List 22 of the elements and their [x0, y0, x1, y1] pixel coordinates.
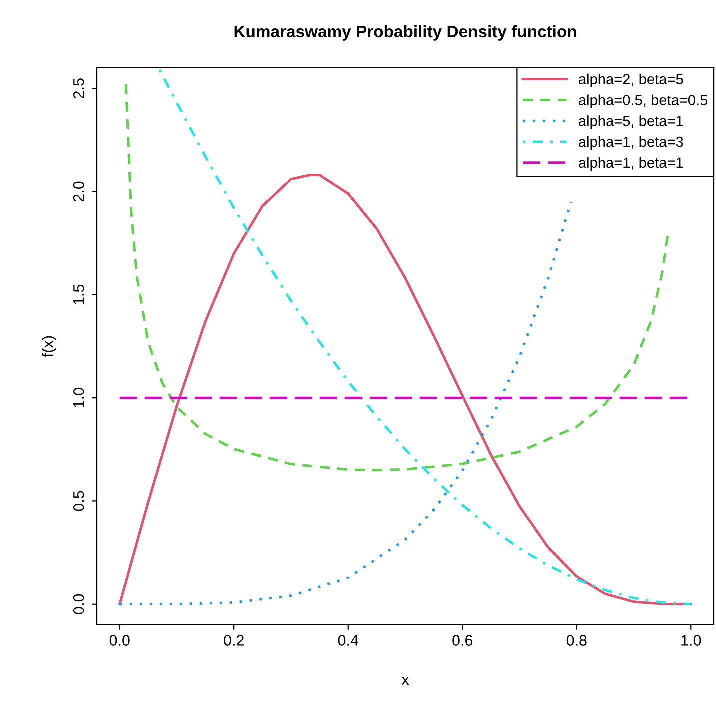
legend-label: alpha=2, beta=5	[579, 74, 684, 88]
y-tick-label: 0.0	[73, 594, 84, 614]
y-tick-label: 0.5	[73, 491, 84, 512]
y-tick-label: 2.5	[73, 78, 84, 98]
x-tick-label: 1.0	[682, 635, 702, 646]
y-tick-label: 1.0	[73, 388, 84, 408]
legend-label: alpha=5, beta=1	[579, 116, 684, 130]
x-tick-label: 0.8	[566, 635, 587, 646]
x-tick-label: 0.0	[110, 635, 130, 646]
legend-label: alpha=1, beta=3	[579, 136, 684, 150]
legend-label: alpha=0.5, beta=0.5	[579, 94, 708, 108]
line-series	[118, 174, 692, 606]
x-tick-label: 0.2	[224, 635, 244, 646]
y-axis-title: f(x)	[42, 336, 56, 358]
x-tick-label: 0.4	[338, 635, 359, 646]
y-tick-label: 1.5	[74, 284, 84, 304]
y-tick-label: 2.0	[73, 182, 84, 202]
line-series	[118, 200, 572, 606]
chart-title: Kumaraswamy Probability Density function	[234, 25, 576, 41]
legend-label: alpha=1, beta=1	[579, 157, 684, 171]
x-axis-title: x	[402, 676, 410, 686]
x-tick-label: 0.6	[452, 635, 473, 646]
